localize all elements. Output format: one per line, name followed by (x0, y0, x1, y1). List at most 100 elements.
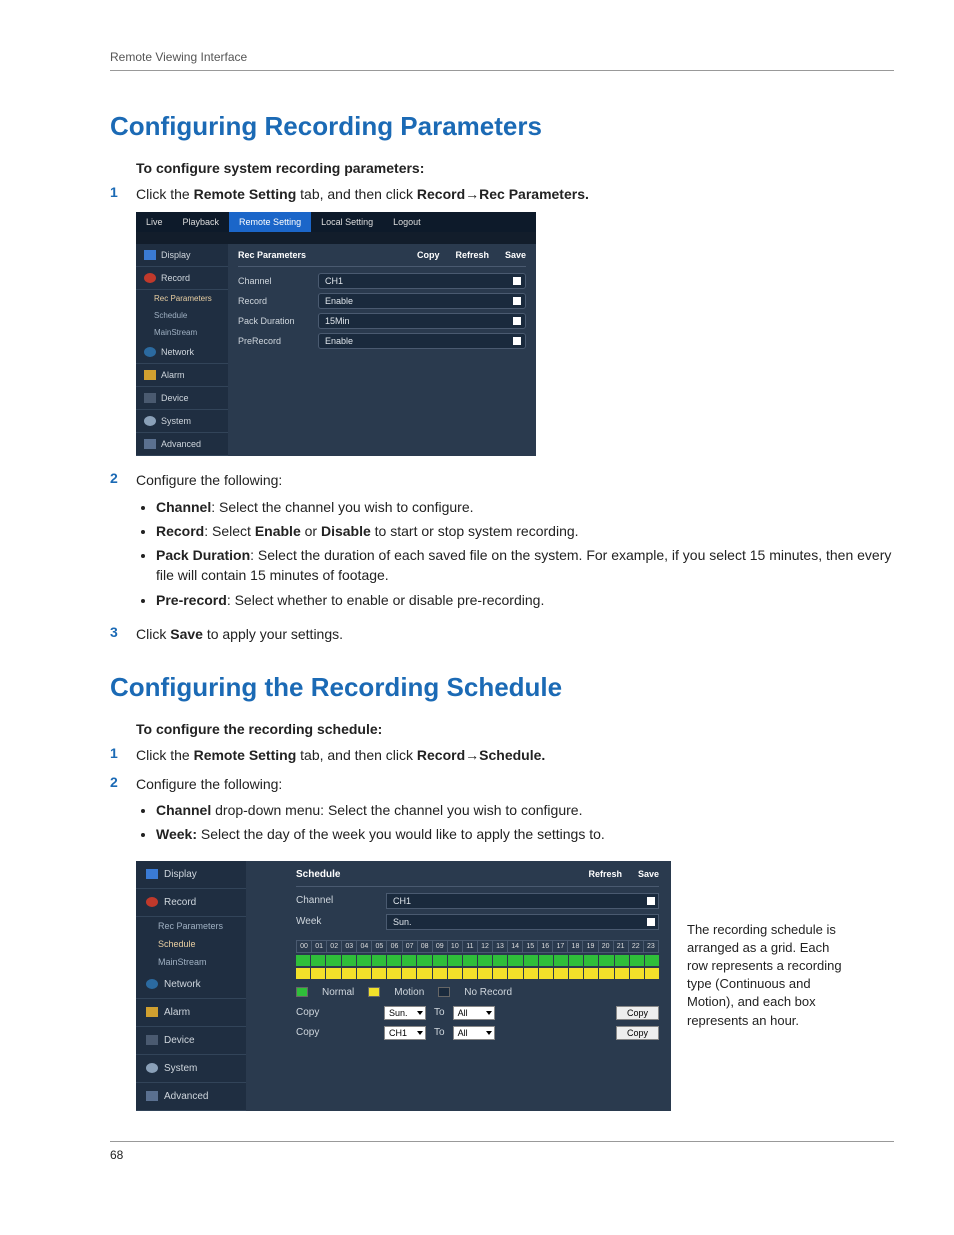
schedule-cell[interactable] (508, 968, 523, 979)
nav-network[interactable]: Network (136, 341, 228, 364)
schedule-cell[interactable] (539, 968, 554, 979)
schedule-cell[interactable] (584, 968, 599, 979)
schedule-cell[interactable] (296, 968, 311, 979)
nav2-network[interactable]: Network (136, 971, 246, 999)
schedule-cell[interactable] (417, 955, 432, 966)
nav-schedule[interactable]: Schedule (136, 307, 228, 324)
copy-button[interactable]: Copy (417, 250, 440, 260)
nav-mainstream[interactable]: MainStream (136, 324, 228, 341)
sched-week-select[interactable]: Sun. (386, 914, 659, 930)
schedule-cell[interactable] (326, 968, 341, 979)
prerecord-select[interactable]: Enable (318, 333, 526, 349)
schedule-cell[interactable] (554, 955, 569, 966)
sched-channel-select[interactable]: CH1 (386, 893, 659, 909)
hour-cell: 00 (297, 941, 312, 952)
tab-remote-setting[interactable]: Remote Setting (229, 212, 311, 232)
schedule-cell[interactable] (630, 955, 645, 966)
save-button[interactable]: Save (505, 250, 526, 260)
refresh-button[interactable]: Refresh (455, 250, 489, 260)
schedule-cell[interactable] (524, 955, 539, 966)
save-button[interactable]: Save (638, 869, 659, 879)
schedule-cell[interactable] (508, 955, 523, 966)
copy-ch-button[interactable]: Copy (616, 1026, 659, 1040)
copy-from-day-select[interactable]: Sun. (384, 1006, 426, 1020)
copy-from-ch-select[interactable]: CH1 (384, 1026, 426, 1040)
tab-local-setting[interactable]: Local Setting (311, 212, 383, 232)
ss1-main: Rec Parameters Copy Refresh Save Channel… (228, 244, 536, 456)
schedule-cell[interactable] (645, 968, 659, 979)
tab-playback[interactable]: Playback (173, 212, 230, 232)
schedule-cell[interactable] (402, 955, 417, 966)
channel-select[interactable]: CH1 (318, 273, 526, 289)
schedule-cell[interactable] (433, 955, 448, 966)
refresh-button[interactable]: Refresh (588, 869, 622, 879)
schedule-cell[interactable] (493, 968, 508, 979)
schedule-cell[interactable] (554, 968, 569, 979)
schedule-cell[interactable] (387, 955, 402, 966)
nav2-device[interactable]: Device (136, 1027, 246, 1055)
schedule-cell[interactable] (630, 968, 645, 979)
nav-system[interactable]: System (136, 410, 228, 433)
schedule-cell[interactable] (478, 968, 493, 979)
schedule-cell[interactable] (524, 968, 539, 979)
copy-to-ch-select[interactable]: All (453, 1026, 495, 1040)
schedule-cell[interactable] (372, 968, 387, 979)
t: Remote Setting (194, 747, 297, 763)
schedule-cell[interactable] (402, 968, 417, 979)
schedule-cell[interactable] (599, 968, 614, 979)
schedule-cell[interactable] (463, 968, 478, 979)
copy-to-day-select[interactable]: All (453, 1006, 495, 1020)
schedule-cell[interactable] (615, 968, 630, 979)
schedule-cell[interactable] (326, 955, 341, 966)
record-select[interactable]: Enable (318, 293, 526, 309)
schedule-cell[interactable] (645, 955, 659, 966)
schedule-cell[interactable] (539, 955, 554, 966)
schedule-cell[interactable] (372, 955, 387, 966)
schedule-cell[interactable] (342, 968, 357, 979)
nav-display[interactable]: Display (136, 244, 228, 267)
schedule-cell[interactable] (357, 955, 372, 966)
schedule-cell[interactable] (357, 968, 372, 979)
schedule-cell[interactable] (417, 968, 432, 979)
tab-logout[interactable]: Logout (383, 212, 431, 232)
schedule-cell[interactable] (387, 968, 402, 979)
schedule-cell[interactable] (448, 955, 463, 966)
nav2-mainstream[interactable]: MainStream (136, 953, 246, 971)
monitor-icon (144, 250, 156, 260)
nav2-alarm[interactable]: Alarm (136, 999, 246, 1027)
schedule-cell[interactable] (478, 955, 493, 966)
copy-day-button[interactable]: Copy (616, 1006, 659, 1020)
schedule-cell[interactable] (599, 955, 614, 966)
schedule-cell[interactable] (296, 955, 311, 966)
nav2-system[interactable]: System (136, 1055, 246, 1083)
step-num-1-3: 3 (110, 624, 136, 644)
nav-alarm[interactable]: Alarm (136, 364, 228, 387)
schedule-cell[interactable] (463, 955, 478, 966)
schedule-cell[interactable] (342, 955, 357, 966)
schedule-cell[interactable] (433, 968, 448, 979)
tab-live[interactable]: Live (136, 212, 173, 232)
nav2-display[interactable]: Display (136, 861, 246, 889)
schedule-cell[interactable] (311, 968, 326, 979)
nav-device[interactable]: Device (136, 387, 228, 410)
schedule-cell[interactable] (311, 955, 326, 966)
schedule-cell[interactable] (493, 955, 508, 966)
schedule-cell[interactable] (448, 968, 463, 979)
nav2-schedule[interactable]: Schedule (136, 935, 246, 953)
bell-icon (144, 370, 156, 380)
nav-advanced[interactable]: Advanced (136, 433, 228, 456)
nav-record[interactable]: Record (136, 267, 228, 290)
swatch-motion (368, 987, 380, 997)
pack-select[interactable]: 15Min (318, 313, 526, 329)
nav2-rec-parameters[interactable]: Rec Parameters (136, 917, 246, 935)
nav2-record[interactable]: Record (136, 889, 246, 917)
schedule-row-motion[interactable] (296, 968, 659, 979)
lead-2: To configure the recording schedule: (136, 721, 894, 737)
nav-rec-parameters[interactable]: Rec Parameters (136, 290, 228, 307)
schedule-cell[interactable] (584, 955, 599, 966)
schedule-row-normal[interactable] (296, 955, 659, 966)
schedule-cell[interactable] (615, 955, 630, 966)
nav2-advanced[interactable]: Advanced (136, 1083, 246, 1111)
schedule-cell[interactable] (569, 968, 584, 979)
schedule-cell[interactable] (569, 955, 584, 966)
